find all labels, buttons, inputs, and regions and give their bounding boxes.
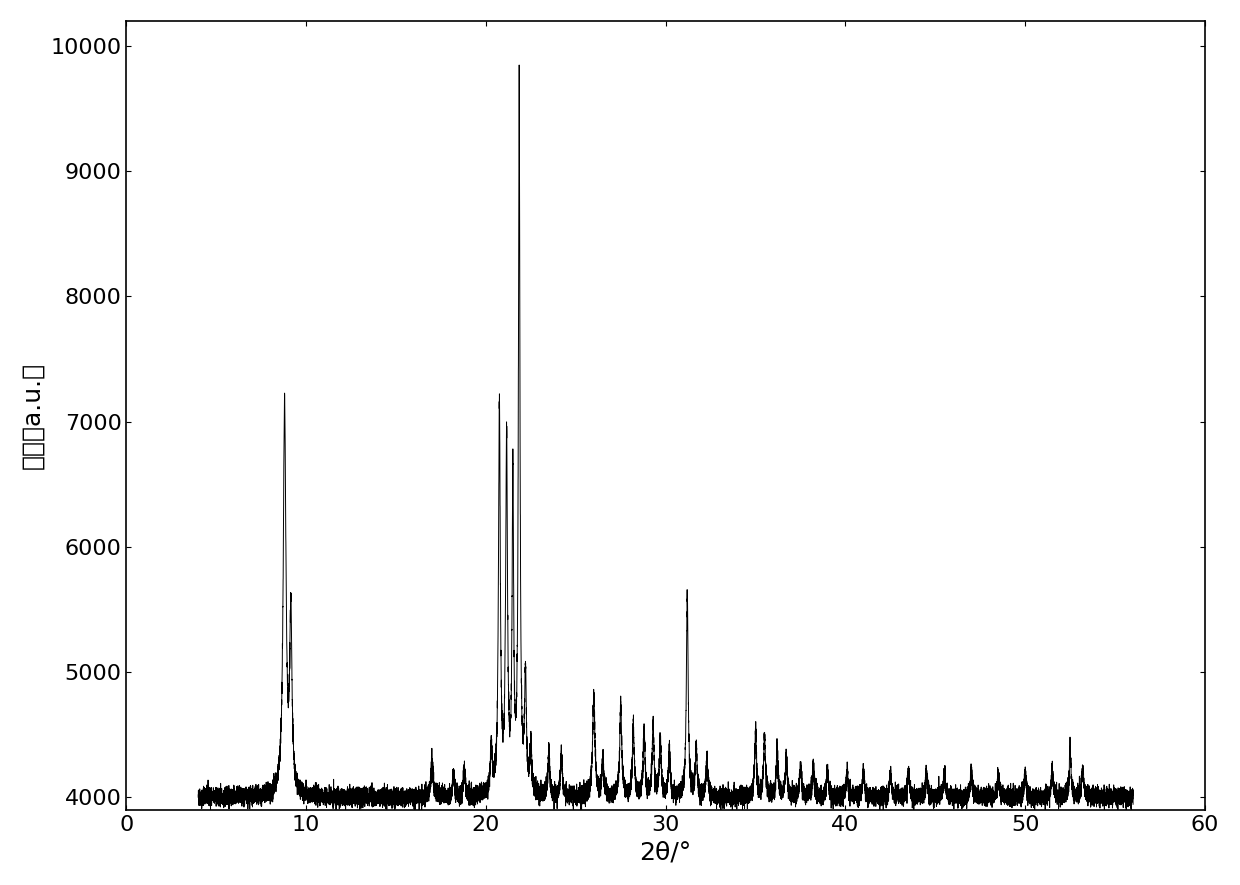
Y-axis label: 强度（a.u.）: 强度（a.u.）: [21, 362, 45, 469]
X-axis label: 2θ/°: 2θ/°: [640, 840, 692, 864]
